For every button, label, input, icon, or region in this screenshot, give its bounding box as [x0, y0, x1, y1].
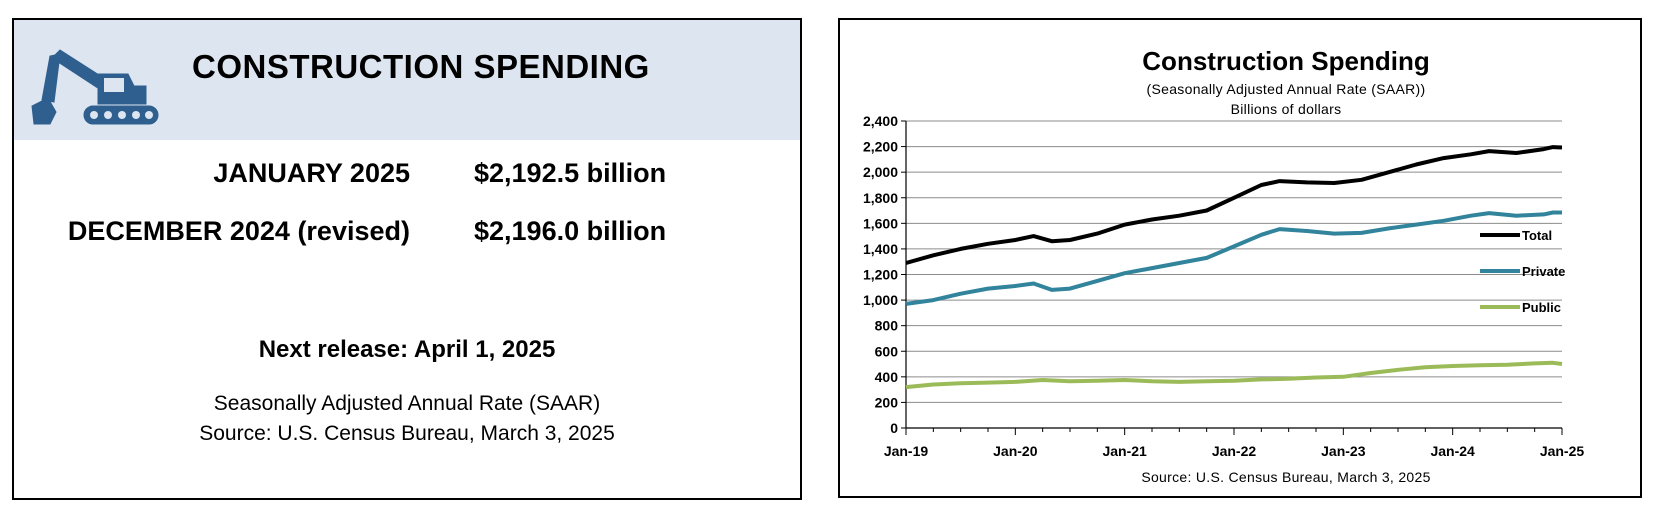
stat-value: $2,192.5 billion: [474, 158, 667, 188]
stat-row-december: DECEMBER 2024 (revised) $2,196.0 billion: [14, 216, 800, 256]
y-tick-label: 2,000: [863, 164, 898, 180]
series-line-public: [905, 360, 1563, 390]
chart-subtitle: (Seasonally Adjusted Annual Rate (SAAR)): [1147, 81, 1426, 97]
x-tick-label: Jan-20: [993, 443, 1038, 459]
y-tick-label: 200: [875, 394, 899, 410]
y-tick-label: 2,200: [863, 139, 898, 155]
source-note: Source: U.S. Census Bureau, March 3, 202…: [199, 422, 615, 445]
x-tick-label: Jan-25: [1540, 443, 1585, 459]
y-tick-label: 1,400: [863, 241, 898, 257]
summary-panel: CONSTRUCTION SPENDING JANUARY 2025 $2,19…: [12, 18, 802, 500]
summary-header: CONSTRUCTION SPENDING: [14, 20, 800, 140]
axes: 0 200 400 600 800 1,000 1,200 1,400 1,600 1,800 2,…: [863, 113, 1584, 459]
y-tick-label: 1,800: [863, 190, 898, 206]
stat-label: DECEMBER 2024 (revised): [67, 216, 410, 246]
y-tick-label: 400: [875, 369, 899, 385]
y-tick-label: 1,000: [863, 292, 898, 308]
saar-note: Seasonally Adjusted Annual Rate (SAAR): [213, 392, 601, 415]
legend: Total Private Public: [1480, 228, 1565, 315]
stat-label: JANUARY 2025: [213, 158, 410, 188]
y-tick-label: 2,400: [863, 113, 898, 129]
chart-title: Construction Spending: [1142, 46, 1429, 76]
y-tick-label: 1,200: [863, 267, 898, 283]
x-tick-label: Jan-19: [884, 443, 929, 459]
y-tick-label: 600: [875, 343, 899, 359]
y-tick-label: 1,600: [863, 215, 898, 231]
stat-value: $2,196.0 billion: [474, 216, 667, 246]
excavator-icon: [31, 49, 159, 125]
stat-row-january: JANUARY 2025 $2,192.5 billion: [14, 158, 800, 198]
chart-panel: Construction Spending (Seasonally Adjust…: [838, 18, 1642, 498]
chart-source: Source: U.S. Census Bureau, March 3, 202…: [1141, 469, 1430, 485]
series-line-total: [905, 145, 1563, 265]
legend-label-total: Total: [1522, 228, 1552, 243]
next-release: Next release: April 1, 2025: [258, 336, 556, 363]
x-tick-label: Jan-22: [1212, 443, 1257, 459]
summary-title: CONSTRUCTION SPENDING: [192, 48, 650, 85]
series-line-private: [905, 210, 1562, 306]
line-chart: Construction Spending (Seasonally Adjust…: [863, 46, 1584, 485]
y-tick-label: 0: [890, 420, 898, 436]
x-tick-label: Jan-23: [1321, 443, 1366, 459]
grid: [906, 120, 1562, 403]
series-lines: [905, 145, 1563, 390]
legend-label-public: Public: [1522, 300, 1561, 315]
x-tick-label: Jan-24: [1430, 443, 1475, 459]
x-tick-label: Jan-21: [1102, 443, 1147, 459]
y-tick-label: 800: [875, 318, 899, 334]
legend-label-private: Private: [1522, 264, 1565, 279]
chart-units-label: Billions of dollars: [1231, 101, 1342, 117]
